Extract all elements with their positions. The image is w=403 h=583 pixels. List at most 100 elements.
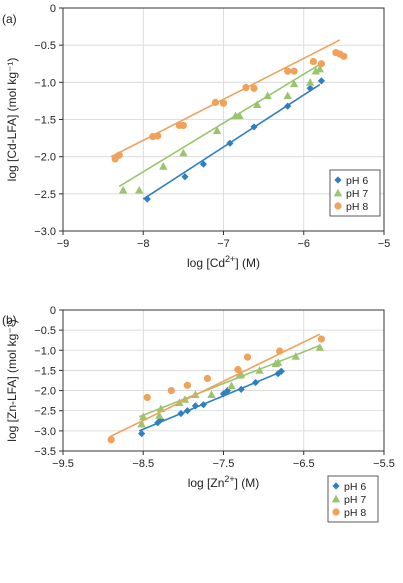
panel-b-series-ph8-point-0 — [107, 436, 115, 444]
panel-b-series-ph6-point-10 — [252, 378, 260, 387]
panel-b-data-layer — [107, 333, 326, 444]
panel-a-series-ph8-point-7 — [219, 99, 228, 107]
panel-b-series-ph6-point-6 — [199, 401, 208, 409]
panel-a-x-axis-label: log [Cd2+] (M) — [187, 254, 260, 270]
panel-b-legend-marker-2 — [332, 508, 340, 516]
panel-b-series-ph8-point-3 — [183, 381, 191, 389]
panel-b-zn: (b) −9.5 −8.5 −7.5 −6.5 −5.5 0 −0.5 −1.0 −1.5 −2.0… — [2, 305, 395, 523]
panel-b-series-ph6-point-3 — [177, 409, 185, 418]
panel-b-ytick-label-5: −2.5 — [34, 406, 56, 418]
panel-b-series-ph7-point-8 — [227, 381, 236, 390]
panel-b-xtick-label-3: −6.5 — [293, 458, 315, 470]
panel-a-series-ph7-point-2 — [159, 162, 168, 170]
panel-b-series-ph7-point-0 — [137, 419, 146, 428]
panel-b-series-ph7-point-13 — [273, 358, 283, 366]
panel-a-ytick-label-6: −3.0 — [34, 226, 56, 238]
panel-b-series-ph7-point-7 — [207, 390, 216, 398]
panel-b-series-ph8-point-8 — [317, 335, 326, 343]
panel-a-series-ph6-point-0 — [143, 195, 151, 203]
panel-a-series-ph8-point-1 — [115, 151, 123, 159]
panel-a-ytick-label-0: 0 — [50, 3, 56, 15]
panel-b-series-ph7-point-1 — [139, 412, 148, 421]
panel-b-series-ph8-fit-line — [109, 333, 321, 438]
panel-b-ytick-label-3: −1.5 — [34, 365, 56, 377]
panel-b-ytick-label-7: −3.5 — [34, 446, 56, 458]
panel-a-legend-marker-2 — [334, 202, 342, 210]
panel-a-series-ph7-point-6 — [235, 111, 244, 120]
panel-b-series-ph6-point-9 — [237, 385, 245, 393]
panel-a-ytick-label-5: −2.5 — [34, 189, 56, 201]
panel-a-series-ph7-point-10 — [289, 79, 299, 88]
panel-b-series-ph6-point-4 — [183, 407, 191, 415]
panel-b-xtick-label-2: −7.5 — [213, 458, 235, 470]
panel-a-series-ph7-point-4 — [212, 126, 222, 135]
panel-a-series-ph8-point-8 — [242, 83, 250, 92]
panel-b-series-ph6-point-5 — [191, 402, 200, 410]
panel-b-series-ph8-point-2 — [167, 386, 175, 395]
panel-a-series-ph8-point-12 — [309, 57, 317, 66]
panel-b-series-ph7-point-10 — [236, 370, 246, 378]
panel-a-ytick-label-1: −0.5 — [34, 40, 56, 52]
panel-a-series-ph6-point-2 — [199, 160, 208, 168]
panel-b-series-ph6-point-8 — [223, 386, 232, 395]
panel-a-xtick-label-1: −8 — [137, 238, 150, 250]
panel-a-y-axis-label: log [Cd-LFA] (mol kg⁻¹) — [5, 58, 19, 182]
panel-a-series-ph7-point-7 — [253, 100, 262, 108]
panel-a-series-ph6-point-1 — [181, 173, 189, 181]
panel-a-series-ph7-point-0 — [118, 185, 128, 194]
panel-b-label: (b) — [2, 313, 17, 327]
panel-b-series-ph8-point-7 — [276, 347, 284, 355]
panel-a-ytick-label-3: −1.5 — [34, 115, 56, 127]
panel-a-data-layer — [110, 39, 348, 203]
panel-b-series-ph7-fit-line — [138, 344, 321, 418]
panel-a-series-ph7-fit-line — [118, 63, 321, 188]
panel-b-legend-marker-1 — [331, 494, 341, 503]
panel-a-ytick-label-4: −2.0 — [34, 152, 56, 164]
panel-b-series-ph7-point-15 — [315, 343, 324, 351]
panel-b-series-ph7-point-11 — [255, 366, 264, 374]
panel-a-series-ph7-point-11 — [305, 78, 315, 86]
panel-a-series-ph6-point-7 — [317, 77, 326, 85]
panel-a-series-ph8-point-9 — [250, 84, 258, 92]
panel-b-series-ph7-point-2 — [155, 411, 164, 419]
panel-b-legend-label-1: pH 7 — [344, 494, 366, 506]
panel-b-series-ph8-point-6 — [243, 353, 252, 361]
panel-b-series-ph6-point-12 — [277, 367, 285, 375]
panel-a-label: (a) — [2, 12, 17, 26]
panel-b-ytick-label-6: −3.0 — [34, 426, 56, 438]
panel-a-series-ph8-point-3 — [154, 132, 162, 140]
panel-b-legend-marker-0 — [332, 482, 340, 490]
panel-a-legend-label-2: pH 8 — [346, 201, 368, 213]
panel-b-series-ph8-point-1 — [143, 393, 151, 402]
panel-a-series-ph7-point-12 — [311, 66, 320, 75]
panel-a-series-ph6-point-4 — [250, 123, 258, 131]
panel-b-series-ph8-point-5 — [234, 366, 242, 374]
panel-a-series-ph8-point-13 — [317, 60, 326, 68]
panel-a-legend-label-0: pH 6 — [346, 175, 368, 187]
panel-a-series-ph6-point-5 — [284, 102, 292, 110]
panel-a-series-ph7-point-9 — [283, 91, 292, 100]
panel-b-series-ph7-point-14 — [291, 352, 300, 360]
panel-a-legend-marker-1 — [333, 188, 343, 197]
panel-b-ytick-label-4: −2.0 — [34, 386, 56, 398]
panel-a-xtick-label-3: −6 — [297, 238, 310, 250]
panel-a-series-ph8-fit-line — [110, 39, 341, 158]
panel-b-y-axis-label: log [Zn-LFA] (mol kg⁻¹) — [5, 319, 19, 441]
panel-b-series-ph6-point-7 — [219, 390, 228, 398]
panel-b-xtick-label-1: −8.5 — [132, 458, 154, 470]
panel-b-ytick-label-2: −1.0 — [34, 345, 56, 357]
panel-b-x-axis-label: log [Zn2+] (M) — [188, 474, 260, 490]
panel-b-xtick-label-0: −9.5 — [52, 458, 74, 470]
panel-a-cd: (a) −9 −8 −7 −6 −5 0 −0.5 −1.0 −1.5 −2.0 −2.5 −3.0 lo… — [2, 3, 390, 270]
panel-a-ytick-label-2: −1.0 — [34, 77, 56, 89]
panel-b-xtick-label-4: −5.5 — [373, 458, 395, 470]
panel-a-series-ph8-point-5 — [179, 121, 187, 130]
panel-b-ytick-label-0: 0 — [50, 305, 56, 317]
panel-a-xtick-label-2: −7 — [217, 238, 230, 250]
panel-a-legend-label-1: pH 7 — [346, 188, 368, 200]
panel-a-series-ph6-point-6 — [306, 84, 314, 92]
panel-a-xtick-label-0: −9 — [57, 238, 70, 250]
panel-a-xtick-label-4: −5 — [378, 238, 391, 250]
panel-a-series-ph7-point-8 — [263, 91, 272, 100]
